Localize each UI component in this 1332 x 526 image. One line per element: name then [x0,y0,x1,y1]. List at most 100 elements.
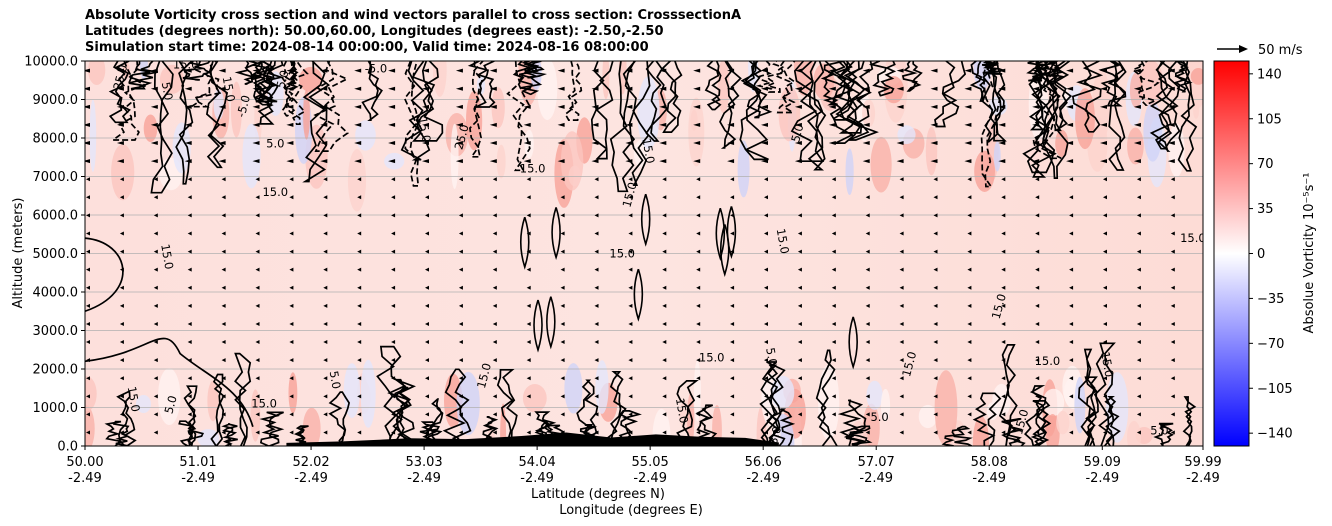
y-tick-label: 10000.0 [24,55,78,70]
wind-vector [1136,195,1141,200]
wind-vector [218,86,226,91]
wind-vector [86,412,90,417]
contour-line [116,390,137,446]
wind-vector [320,141,328,146]
contour-line [807,61,827,171]
wind-vector [391,303,396,308]
y-tick-label: 5000.0 [33,247,79,262]
wind-vector [797,430,802,435]
contour-label: 25.0 [110,63,130,91]
wind-vector [1100,159,1107,164]
wind-vector [933,231,938,236]
wind-vector [187,231,192,236]
wind-vector [794,159,802,164]
wind-vector [1001,321,1006,326]
wind-vector [150,104,158,109]
wind-vector [1136,430,1141,435]
wind-vector [150,122,158,127]
wind-vector [116,159,124,164]
vorticity-patch [491,87,505,129]
contour-line [293,425,309,446]
wind-vector [221,213,226,218]
wind-vector [964,104,972,109]
vorticity-patch [111,144,135,201]
wind-vector [184,122,192,127]
wind-vector [320,104,328,109]
wind-vector [730,394,735,399]
contour-label: 15.0 [262,185,288,199]
wind-vector [255,430,260,435]
wind-vector [425,394,429,399]
wind-vector [86,195,90,200]
wind-vector [357,394,362,399]
wind-vector [862,122,870,127]
wind-vector [391,177,396,182]
wind-vector [1170,358,1175,363]
wind-vector [221,340,226,345]
wind-vector [1035,340,1040,345]
wind-vector [184,159,192,164]
x-tick-label-lat: 55.05 [632,455,669,470]
contour-line [590,61,614,160]
contour-line [609,61,636,193]
wind-vector [422,159,429,164]
contour-label: 15.0 [1011,408,1031,436]
vorticity-patch [302,407,321,446]
wind-vector [526,340,531,345]
x-tick-label-lat: 57.07 [858,455,895,470]
wind-vector [1001,249,1006,254]
wind-vector [933,249,938,254]
wind-vector [1167,68,1175,73]
wind-vector [594,267,599,272]
wind-vector [764,249,768,254]
wind-vector [1133,122,1141,127]
contour-line [760,364,782,446]
x-tick-label-lon: -2.49 [972,471,1006,486]
wind-vector [1069,195,1074,200]
wind-vector [221,195,226,200]
contour-line [234,352,252,446]
vorticity-patch [712,405,722,446]
wind-vector [455,68,463,73]
wind-vector [357,267,362,272]
wind-vector [184,141,192,146]
wind-vector [1133,104,1141,109]
wind-vector [1103,394,1107,399]
wind-vector [86,249,90,254]
wind-vector [458,376,463,381]
wind-vector [357,376,362,381]
wind-vector [458,195,463,200]
wind-vector [628,231,633,236]
wind-vector [628,195,633,200]
wind-vector [1170,267,1175,272]
wind-vector [1103,321,1107,326]
contour-label: 15.0 [416,116,434,144]
wind-vector [1103,285,1107,290]
wind-vector [388,122,396,127]
wind-vector [828,104,836,109]
wind-vector [221,358,226,363]
vorticity-patch [343,363,360,418]
contour-line [280,61,298,117]
wind-vector [1170,285,1175,290]
contour-line [481,415,499,446]
contour-line [175,61,194,185]
wind-vector [425,321,429,326]
wind-vector [1170,213,1175,218]
wind-vector [797,303,802,308]
wind-vector [1136,321,1141,326]
contour-line [234,61,262,85]
colorbar-label: Absolue Vorticity 10⁻⁵s⁻¹ [1302,173,1317,334]
wind-vector [425,267,429,272]
colorbar-tick-label: −105 [1257,382,1293,397]
wind-vector [323,358,328,363]
wind-vector [1032,122,1040,127]
wind-vector [964,122,972,127]
wind-vector [1103,430,1107,435]
contour-label: 5.0 [788,122,806,143]
wind-vector [354,122,362,127]
wind-vector [85,104,90,109]
wind-vector [899,213,904,218]
wind-vector [492,321,497,326]
wind-vector [119,195,124,200]
